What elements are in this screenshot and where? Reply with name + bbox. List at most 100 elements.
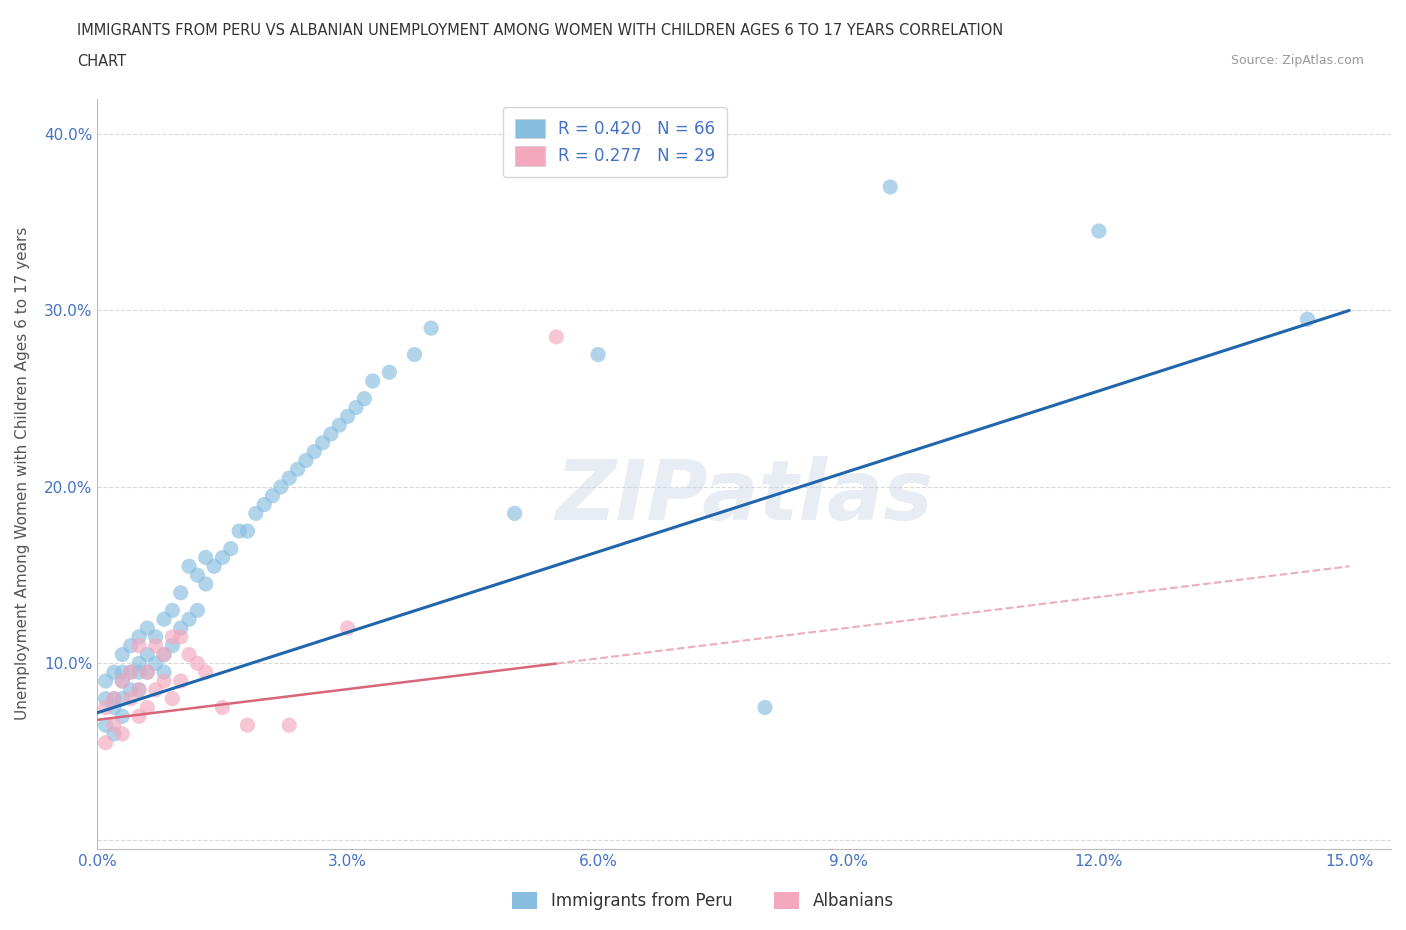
Point — [128, 656, 150, 671]
Point — [111, 647, 134, 662]
Point — [94, 718, 117, 733]
Point — [94, 691, 117, 706]
Point — [420, 321, 443, 336]
Point — [128, 638, 150, 653]
Point — [111, 673, 134, 688]
Point — [111, 673, 134, 688]
Point — [170, 620, 193, 635]
Point — [1088, 223, 1111, 238]
Point — [311, 435, 333, 450]
Point — [186, 603, 208, 618]
Point — [219, 541, 242, 556]
Point — [128, 683, 150, 698]
Point — [128, 709, 150, 724]
Y-axis label: Unemployment Among Women with Children Ages 6 to 17 years: Unemployment Among Women with Children A… — [15, 227, 30, 721]
Point — [328, 418, 350, 432]
Point — [153, 612, 176, 627]
Point — [145, 630, 167, 644]
Point — [162, 630, 184, 644]
Point — [236, 718, 259, 733]
Point — [162, 603, 184, 618]
Point — [879, 179, 901, 194]
Point — [136, 647, 159, 662]
Point — [194, 550, 217, 565]
Point — [211, 700, 233, 715]
Point — [211, 550, 233, 565]
Point — [136, 665, 159, 680]
Text: ZIPatlas: ZIPatlas — [555, 456, 934, 537]
Point — [186, 656, 208, 671]
Point — [153, 665, 176, 680]
Point — [1296, 312, 1319, 326]
Point — [103, 691, 125, 706]
Point — [245, 506, 267, 521]
Point — [177, 647, 200, 662]
Point — [262, 488, 284, 503]
Point — [120, 665, 142, 680]
Point — [353, 392, 375, 406]
Point — [162, 638, 184, 653]
Point — [361, 374, 384, 389]
Point — [128, 665, 150, 680]
Point — [94, 673, 117, 688]
Point — [336, 620, 359, 635]
Point — [170, 630, 193, 644]
Point — [170, 673, 193, 688]
Point — [304, 445, 326, 459]
Point — [111, 691, 134, 706]
Point — [145, 656, 167, 671]
Point — [136, 700, 159, 715]
Point — [378, 365, 401, 379]
Point — [94, 700, 117, 715]
Point — [103, 726, 125, 741]
Point — [236, 524, 259, 538]
Point — [278, 471, 301, 485]
Legend: Immigrants from Peru, Albanians: Immigrants from Peru, Albanians — [506, 885, 900, 917]
Point — [103, 691, 125, 706]
Text: Source: ZipAtlas.com: Source: ZipAtlas.com — [1230, 54, 1364, 67]
Point — [136, 620, 159, 635]
Point — [586, 347, 609, 362]
Point — [111, 665, 134, 680]
Point — [103, 700, 125, 715]
Text: CHART: CHART — [77, 54, 127, 69]
Point — [253, 498, 276, 512]
Point — [162, 691, 184, 706]
Point — [546, 329, 568, 344]
Point — [120, 683, 142, 698]
Point — [128, 683, 150, 698]
Point — [170, 585, 193, 600]
Point — [103, 718, 125, 733]
Point — [194, 665, 217, 680]
Point — [404, 347, 426, 362]
Point — [145, 683, 167, 698]
Point — [754, 700, 776, 715]
Point — [120, 691, 142, 706]
Point — [111, 709, 134, 724]
Point — [295, 453, 318, 468]
Point — [120, 665, 142, 680]
Point — [319, 427, 342, 442]
Point — [336, 409, 359, 424]
Point — [270, 480, 292, 495]
Point — [344, 400, 367, 415]
Point — [153, 673, 176, 688]
Point — [94, 736, 117, 751]
Point — [120, 638, 142, 653]
Point — [145, 638, 167, 653]
Point — [177, 612, 200, 627]
Point — [202, 559, 225, 574]
Point — [103, 665, 125, 680]
Point — [177, 559, 200, 574]
Point — [153, 647, 176, 662]
Point — [153, 647, 176, 662]
Point — [186, 567, 208, 582]
Point — [194, 577, 217, 591]
Point — [128, 630, 150, 644]
Point — [111, 726, 134, 741]
Point — [287, 462, 309, 477]
Legend: R = 0.420   N = 66, R = 0.277   N = 29: R = 0.420 N = 66, R = 0.277 N = 29 — [503, 107, 727, 178]
Point — [136, 665, 159, 680]
Text: IMMIGRANTS FROM PERU VS ALBANIAN UNEMPLOYMENT AMONG WOMEN WITH CHILDREN AGES 6 T: IMMIGRANTS FROM PERU VS ALBANIAN UNEMPLO… — [77, 23, 1004, 38]
Point — [228, 524, 250, 538]
